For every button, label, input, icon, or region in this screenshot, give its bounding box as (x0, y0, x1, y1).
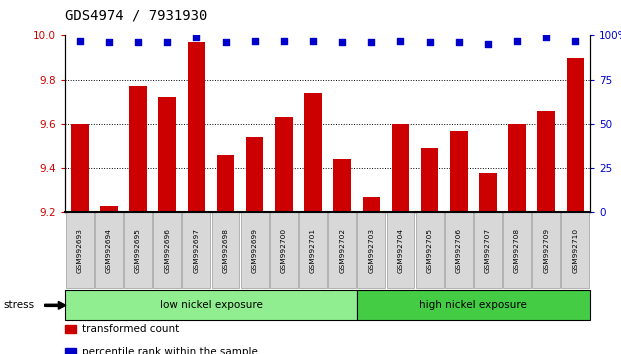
Point (220, 40, 230, 45)
Text: GSM992696: GSM992696 (164, 228, 170, 273)
Text: GSM992695: GSM992695 (135, 228, 141, 273)
Text: GSM992704: GSM992704 (397, 228, 404, 273)
Text: GSM992706: GSM992706 (456, 228, 462, 273)
Point (133, 40, 143, 45)
Bar (275, 117, 292, 212)
Bar (100, 206, 117, 212)
Point (366, 40, 376, 45)
Bar (392, 124, 409, 212)
Point (308, 38, 318, 44)
Bar (188, 42, 205, 212)
Point (191, 34, 201, 40)
Bar (421, 148, 438, 212)
Text: GSM992699: GSM992699 (252, 228, 258, 273)
Text: GSM992697: GSM992697 (193, 228, 199, 273)
Bar (363, 197, 380, 212)
Point (483, 41, 493, 47)
Bar (217, 155, 234, 212)
Point (250, 38, 260, 44)
Text: high nickel exposure: high nickel exposure (419, 300, 527, 310)
Text: GDS4974 / 7931930: GDS4974 / 7931930 (65, 9, 207, 23)
Bar (509, 124, 526, 212)
Point (162, 40, 172, 45)
Text: GSM992708: GSM992708 (514, 228, 520, 273)
Bar (129, 86, 147, 212)
Text: GSM992700: GSM992700 (281, 228, 287, 273)
Point (337, 40, 347, 45)
Bar (537, 111, 555, 212)
Text: GSM992702: GSM992702 (339, 228, 345, 273)
Point (104, 40, 114, 45)
Bar (304, 93, 322, 212)
Point (571, 38, 581, 44)
Text: GSM992705: GSM992705 (427, 228, 433, 273)
Text: transformed count: transformed count (82, 324, 179, 333)
Bar (246, 137, 263, 212)
Point (512, 38, 522, 44)
Text: GSM992703: GSM992703 (368, 228, 374, 273)
Text: GSM992693: GSM992693 (77, 228, 83, 273)
Text: GSM992694: GSM992694 (106, 228, 112, 273)
Point (279, 38, 289, 44)
Text: GSM992701: GSM992701 (310, 228, 316, 273)
Bar (450, 131, 468, 212)
Text: GSM992710: GSM992710 (573, 228, 578, 273)
Text: GSM992709: GSM992709 (543, 228, 549, 273)
Bar (71, 124, 89, 212)
Text: GSM992707: GSM992707 (485, 228, 491, 273)
Point (425, 40, 435, 45)
Point (454, 40, 464, 45)
Text: low nickel exposure: low nickel exposure (160, 300, 263, 310)
Text: stress: stress (3, 300, 34, 310)
Bar (158, 97, 176, 212)
Bar (479, 173, 497, 212)
Bar (333, 159, 351, 212)
Point (396, 38, 406, 44)
Text: GSM992698: GSM992698 (222, 228, 229, 273)
Point (75, 38, 84, 44)
Bar (566, 58, 584, 212)
Point (542, 34, 551, 40)
Text: percentile rank within the sample: percentile rank within the sample (82, 347, 258, 354)
